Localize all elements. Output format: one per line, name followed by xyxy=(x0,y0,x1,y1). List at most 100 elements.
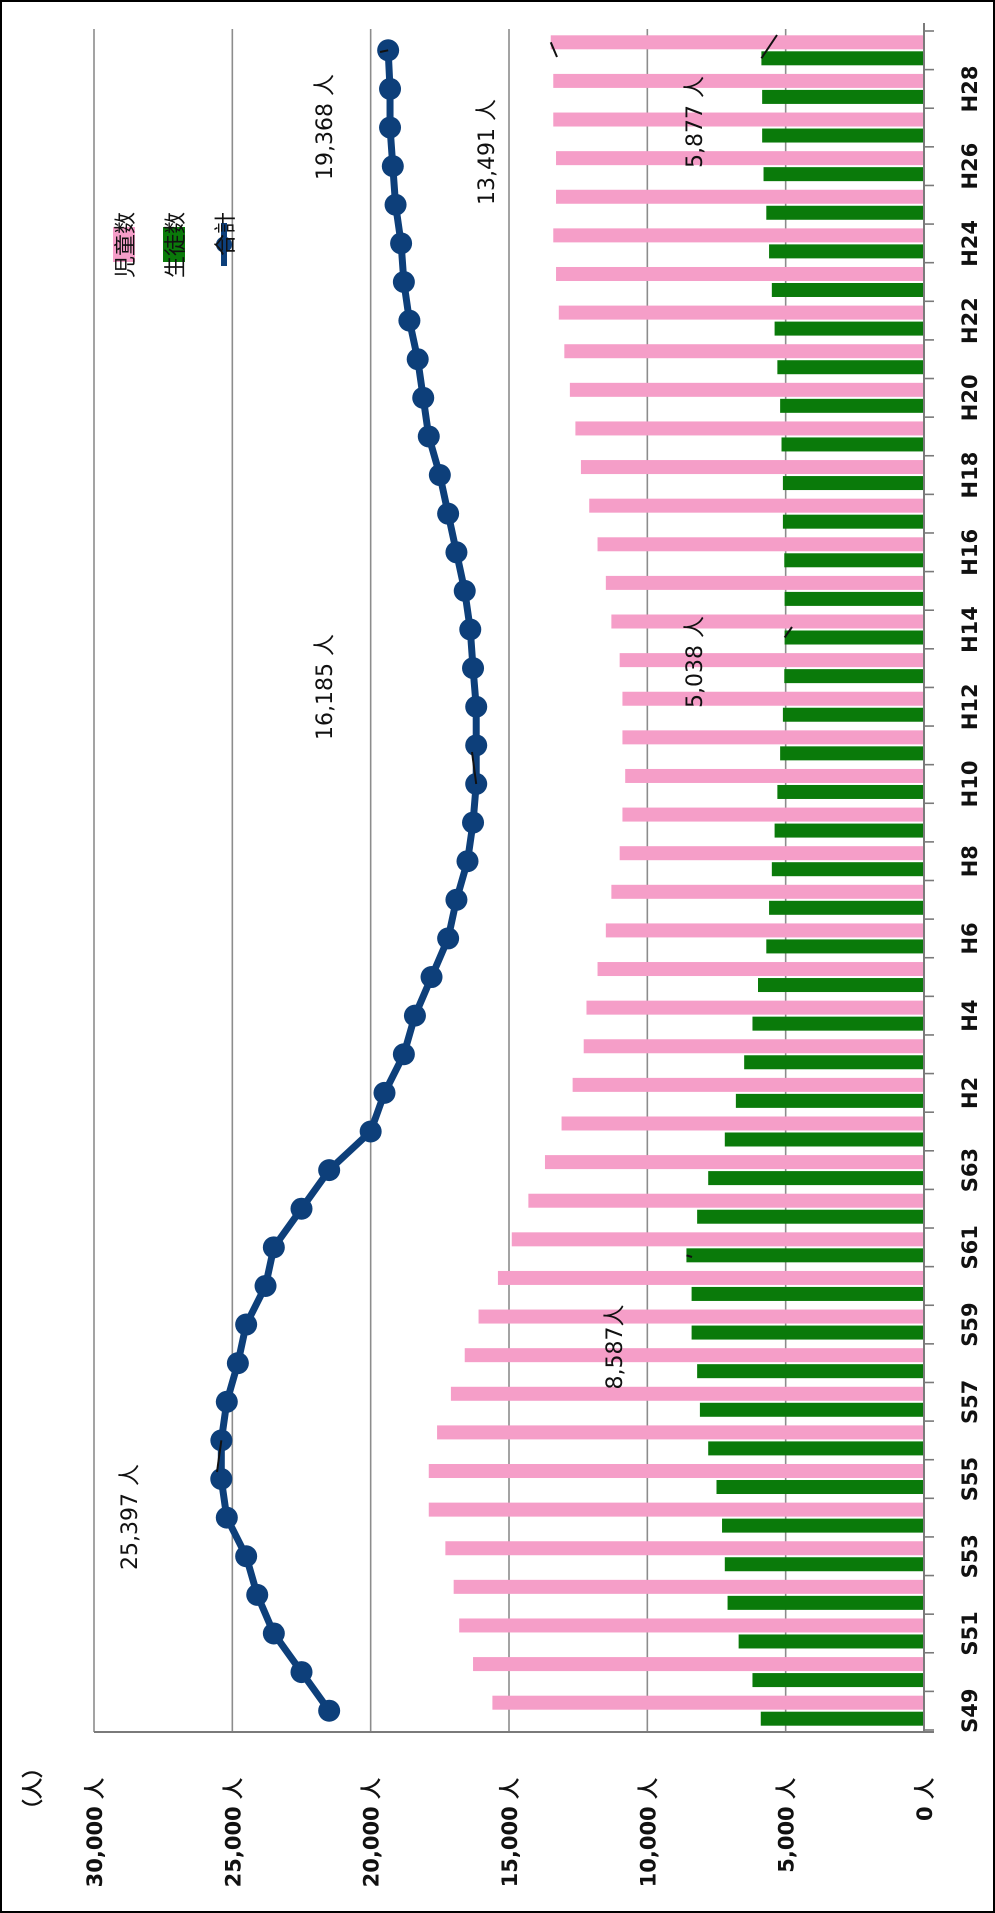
total-point xyxy=(262,1622,285,1645)
total-point xyxy=(392,270,415,293)
bar-jidou xyxy=(558,305,924,320)
total-point xyxy=(420,966,443,989)
bar-seito xyxy=(699,1402,924,1417)
bar-jidou xyxy=(569,382,924,397)
value-tick-label: 5,000 人 xyxy=(775,1778,799,1873)
bar-jidou xyxy=(589,498,924,513)
value-tick-label: 20,000 人 xyxy=(360,1778,384,1887)
bar-seito xyxy=(735,1093,924,1108)
bar-jidou xyxy=(575,421,924,436)
total-point xyxy=(459,618,482,641)
bar-seito xyxy=(762,89,924,104)
total-point xyxy=(379,77,402,100)
total-point xyxy=(290,1197,313,1220)
bar-jidou xyxy=(492,1695,924,1710)
category-label: H22 xyxy=(958,297,982,344)
total-line xyxy=(217,50,480,1713)
bar-seito xyxy=(762,128,924,143)
bar-seito xyxy=(760,1711,924,1726)
category-label: S63 xyxy=(958,1148,982,1192)
bar-seito xyxy=(782,514,924,529)
category-label: S57 xyxy=(958,1380,982,1424)
bar-jidou xyxy=(556,189,924,204)
annotation-label: 5,877 人 xyxy=(683,76,708,168)
bar-seito xyxy=(777,784,924,799)
bar-jidou xyxy=(583,1039,924,1054)
total-point xyxy=(379,116,402,139)
bar-seito xyxy=(738,1634,924,1649)
total-point xyxy=(318,1159,341,1182)
bar-jidou xyxy=(619,653,924,668)
bar-seito xyxy=(781,437,924,452)
total-point xyxy=(381,155,404,178)
bar-seito xyxy=(744,1055,924,1070)
total-point xyxy=(465,734,488,757)
category-label: S53 xyxy=(958,1534,982,1578)
bar-jidou xyxy=(622,730,924,745)
bar-seito xyxy=(780,746,924,761)
total-point xyxy=(262,1236,285,1259)
bar-jidou xyxy=(473,1657,924,1672)
bar-jidou xyxy=(597,537,924,552)
annotation-label: 16,185 人 xyxy=(313,634,338,740)
total-point xyxy=(456,850,479,873)
bar-jidou xyxy=(453,1579,924,1594)
total-point xyxy=(210,1468,233,1491)
bar-seito xyxy=(784,553,924,568)
total-point xyxy=(392,1043,415,1066)
bar-seito xyxy=(691,1325,924,1340)
category-label: H18 xyxy=(958,452,982,499)
bar-seito xyxy=(784,669,924,684)
legend-swatch xyxy=(113,227,135,262)
annotation-leader xyxy=(549,41,558,58)
bar-jidou xyxy=(622,691,924,706)
bar-seito xyxy=(774,823,924,838)
bar-seito xyxy=(697,1364,924,1379)
total-point xyxy=(318,1699,341,1722)
category-label: H4 xyxy=(958,1000,982,1032)
value-tick-label: 10,000 人 xyxy=(636,1778,660,1887)
total-point xyxy=(445,541,468,564)
value-tick-label: 25,000 人 xyxy=(221,1778,245,1887)
bar-jidou xyxy=(511,1232,924,1247)
bar-seito xyxy=(722,1518,924,1533)
total-point xyxy=(359,1120,382,1143)
total-point xyxy=(226,1352,249,1375)
total-point xyxy=(215,1506,238,1529)
category-label: S49 xyxy=(958,1689,982,1733)
annotation-label: 25,397 人 xyxy=(118,1464,143,1570)
total-point xyxy=(390,232,413,255)
total-point xyxy=(403,1004,426,1027)
bar-jidou xyxy=(544,1155,924,1170)
bar-seito xyxy=(766,205,924,220)
bar-jidou xyxy=(428,1464,924,1479)
bar-seito xyxy=(697,1209,924,1224)
bar-seito xyxy=(763,167,924,182)
bar-jidou xyxy=(556,266,924,281)
bar-seito xyxy=(769,900,924,915)
total-point xyxy=(462,811,485,834)
bar-seito xyxy=(708,1171,924,1186)
category-label: H26 xyxy=(958,143,982,190)
bar-jidou xyxy=(611,884,924,899)
category-label: H16 xyxy=(958,529,982,576)
bar-jidou xyxy=(586,1000,924,1015)
bar-seito xyxy=(782,476,924,491)
unit-label: （人） xyxy=(21,1757,45,1820)
bar-seito xyxy=(724,1132,924,1147)
legend-swatch xyxy=(163,227,185,262)
total-point xyxy=(462,657,485,680)
annotation-leader xyxy=(471,751,478,785)
bar-layer xyxy=(428,35,924,1726)
total-point xyxy=(384,193,407,216)
bar-seito xyxy=(752,1016,924,1031)
total-point xyxy=(417,425,440,448)
bar-jidou xyxy=(553,228,924,243)
bar-jidou xyxy=(445,1541,924,1556)
bar-jidou xyxy=(625,768,924,783)
bar-jidou xyxy=(556,151,924,166)
total-point xyxy=(254,1274,277,1297)
